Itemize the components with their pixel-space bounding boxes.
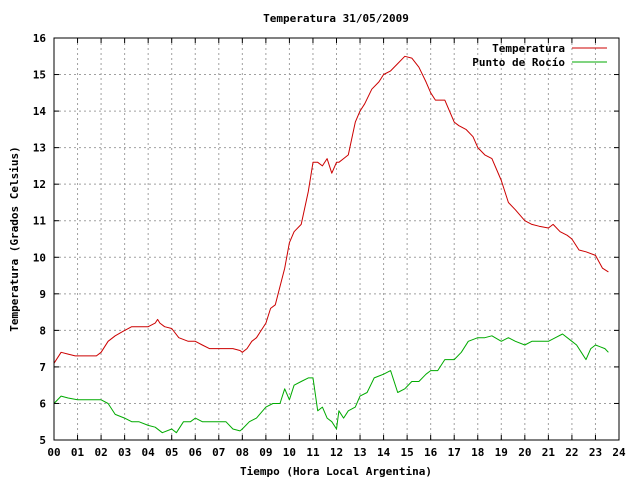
y-tick-label: 6 [39, 397, 46, 410]
ticks: 00 01 02 03 04 05 06 07 08 09 10 11 12 13 14 15 16 17 18 19… [33, 32, 626, 459]
y-tick-label: 14 [33, 105, 47, 118]
y-tick-label: 8 [39, 324, 46, 337]
x-tick-label: 02 [94, 446, 107, 459]
y-tick-label: 5 [39, 434, 46, 447]
temperatura-series-line [53, 55, 609, 364]
x-tick-label: 04 [142, 446, 156, 459]
y-tick-label: 9 [39, 288, 46, 301]
chart-title: Temperatura 31/05/2009 [263, 12, 409, 25]
y-axis-label: Temperatura (Grados Celsius) [8, 146, 21, 331]
x-tick-label: 07 [212, 446, 225, 459]
punto-de-rocio-series-line [53, 333, 609, 434]
x-tick-label: 15 [401, 446, 414, 459]
y-tick-label: 13 [33, 142, 46, 155]
x-tick-label: 03 [118, 446, 131, 459]
y-tick-label: 12 [33, 178, 46, 191]
x-tick-label: 11 [306, 446, 320, 459]
x-tick-label: 24 [612, 446, 626, 459]
y-tick-label: 10 [33, 251, 46, 264]
x-tick-label: 10 [283, 446, 296, 459]
x-tick-label: 18 [471, 446, 484, 459]
x-tick-label: 22 [565, 446, 578, 459]
x-tick-label: 05 [165, 446, 178, 459]
x-tick-label: 23 [589, 446, 602, 459]
x-tick-label: 12 [330, 446, 343, 459]
grid [54, 38, 619, 440]
x-tick-label: 06 [189, 446, 203, 459]
x-axis-label: Tiempo (Hora Local Argentina) [240, 465, 432, 478]
series-group [53, 55, 609, 434]
x-tick-label: 14 [377, 446, 391, 459]
x-tick-label: 13 [353, 446, 366, 459]
x-tick-label: 09 [259, 446, 272, 459]
x-tick-label: 08 [236, 446, 249, 459]
y-tick-label: 16 [33, 32, 47, 45]
y-tick-label: 11 [33, 215, 47, 228]
y-tick-label: 15 [33, 69, 46, 82]
x-tick-label: 21 [542, 446, 556, 459]
x-tick-label: 20 [518, 446, 531, 459]
legend-label: Temperatura [492, 42, 565, 55]
legend-label: Punto de Rocío [472, 56, 565, 69]
x-tick-label: 17 [448, 446, 461, 459]
x-tick-label: 01 [71, 446, 85, 459]
y-tick-label: 7 [39, 361, 46, 374]
x-tick-label: 19 [495, 446, 508, 459]
x-tick-label: 00 [47, 446, 60, 459]
x-tick-label: 16 [424, 446, 438, 459]
